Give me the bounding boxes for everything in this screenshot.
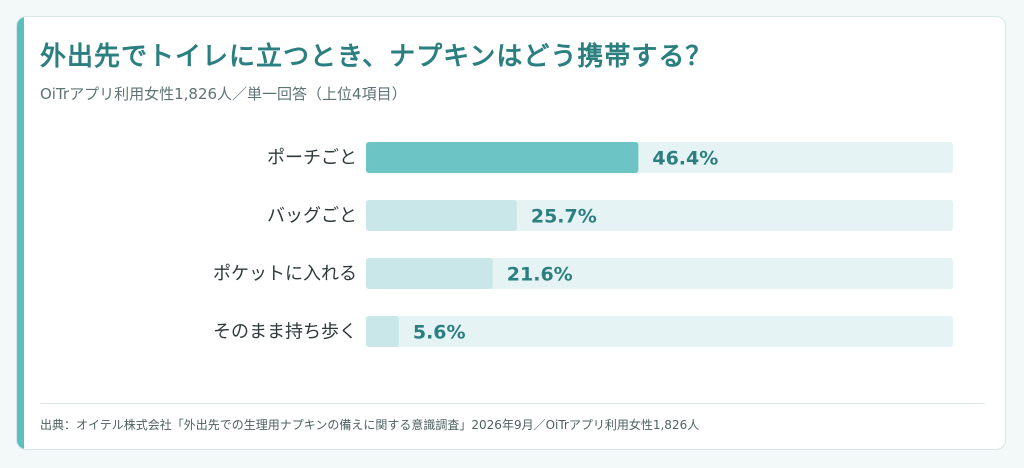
bar-track [366,258,953,289]
value-label: 5.6% [413,322,466,344]
bar-track [366,316,953,347]
value-label: 25.7% [531,206,597,228]
bar-1 [366,142,639,173]
footer-divider [40,403,985,404]
bar-chart: ポーチごと 46.4% バッグごと 25.7% ポケットに入れる 21.6% そのまま持ち歩… [213,142,953,347]
value-label: 46.4% [652,148,718,170]
chart-card: 外出先でトイレに立つとき、ナプキンはどう携帯する？ OiTrアプリ利用女性1,8… [16,16,1006,450]
category-label: ポケットに入れる [213,264,357,285]
bar-4 [366,316,399,347]
accent-bar [17,17,24,449]
bar-2 [366,200,517,231]
chart-title: 外出先でトイレに立つとき、ナプキンはどう携帯する？ [40,42,713,72]
category-label: バッグごと [267,206,357,227]
value-label: 21.6% [507,264,573,286]
category-label: そのまま持ち歩く [213,322,357,343]
category-label: ポーチごと [267,148,357,169]
source-note: 出典：オイテル株式会社「外出先での生理用ナプキンの備えに関する意識調査」2026… [40,418,700,432]
chart-subtitle: OiTrアプリ利用女性1,826人／単一回答（上位4項目） [40,85,407,103]
bar-3 [366,258,493,289]
